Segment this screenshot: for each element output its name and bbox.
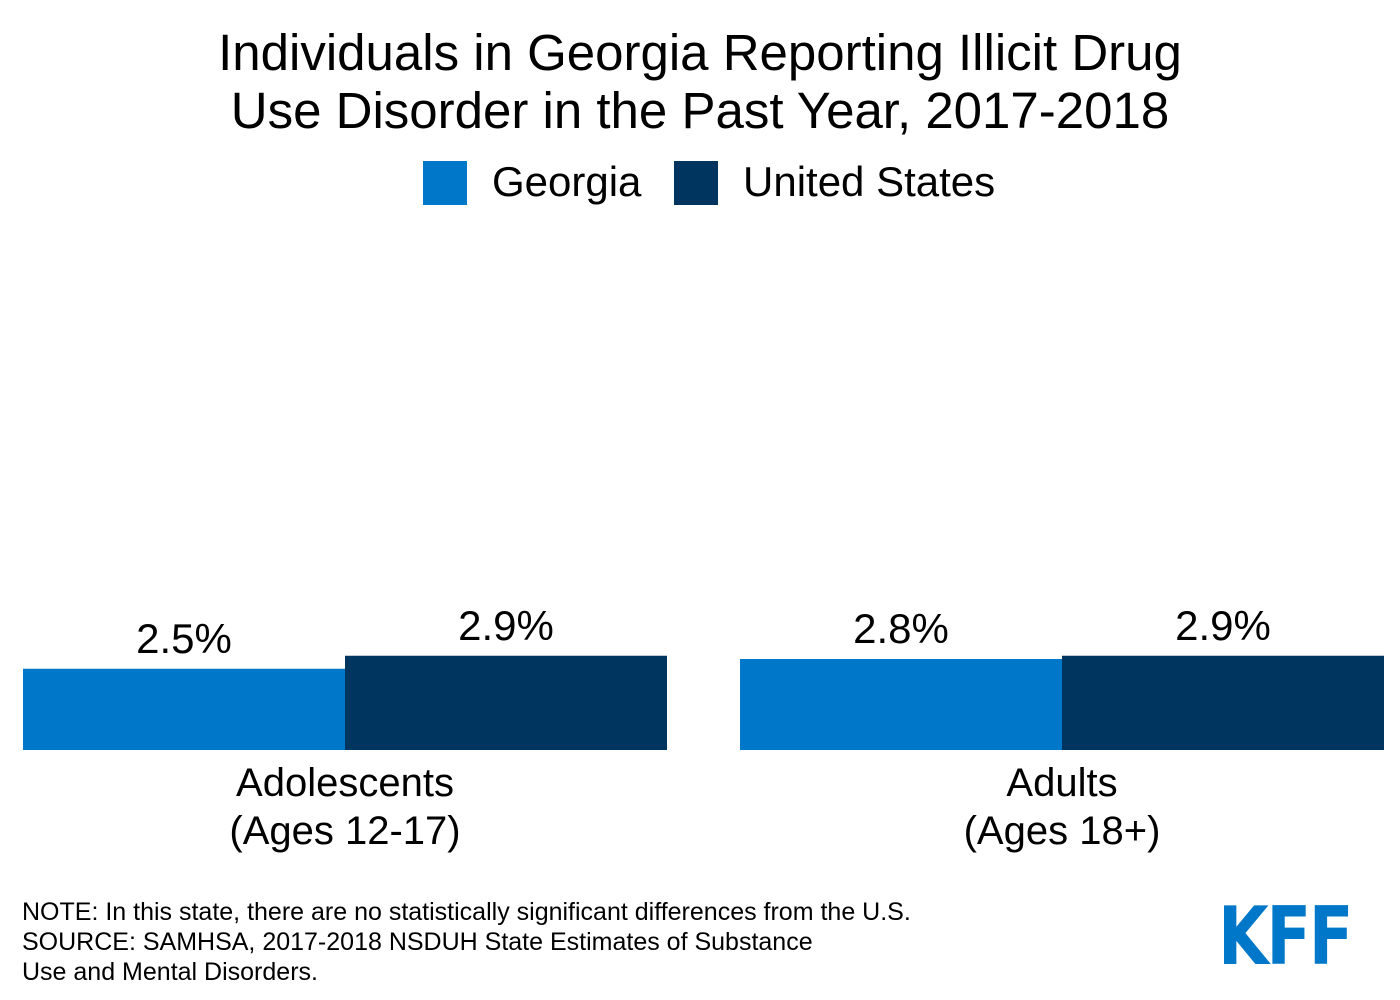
chart-title-line-2: Use Disorder in the Past Year, 2017-2018 (230, 82, 1170, 139)
legend-swatch-united-states (674, 161, 718, 205)
bar-adults-united-states (1062, 655, 1384, 750)
kff-logo: KFF (1218, 890, 1354, 983)
data-label-adults-georgia: 2.8% (853, 605, 949, 652)
category-label-adults-line-2: (Ages 18+) (964, 809, 1161, 853)
bar-adolescents-georgia (23, 668, 345, 750)
data-label-adolescents-georgia: 2.5% (136, 615, 232, 662)
data-label-adolescents-united-states: 2.9% (458, 602, 554, 649)
category-label-adolescents-line-1: Adolescents (236, 761, 454, 805)
legend: Georgia United States (0, 156, 1400, 208)
category-label-adults-line-1: Adults (1006, 761, 1117, 805)
bar-chart: 2.5% 2.9% Adolescents(Ages 12-17) 2.8% 2.9% A… (23, 602, 1384, 853)
note-line-2: SOURCE: SAMHSA, 2017-2018 NSDUH State Es… (22, 928, 813, 956)
note-line-3: Use and Mental Disorders. (22, 958, 318, 986)
data-label-adults-united-states: 2.9% (1175, 602, 1271, 649)
source-note: NOTE: In this state, there are no statis… (22, 897, 1122, 987)
note-line-1: NOTE: In this state, there are no statis… (22, 898, 911, 926)
legend-label-united-states: United States (743, 158, 996, 205)
bar-adults-georgia (740, 659, 1062, 750)
category-label-adolescents-line-2: (Ages 12-17) (229, 809, 460, 853)
chart-title-line-1: Individuals in Georgia Reporting Illicit… (218, 24, 1182, 81)
chart-title: Individuals in Georgia Reporting Illicit… (0, 24, 1400, 140)
legend-label-georgia: Georgia (492, 158, 642, 205)
legend-swatch-georgia (423, 161, 467, 205)
bar-adolescents-united-states (345, 655, 667, 750)
